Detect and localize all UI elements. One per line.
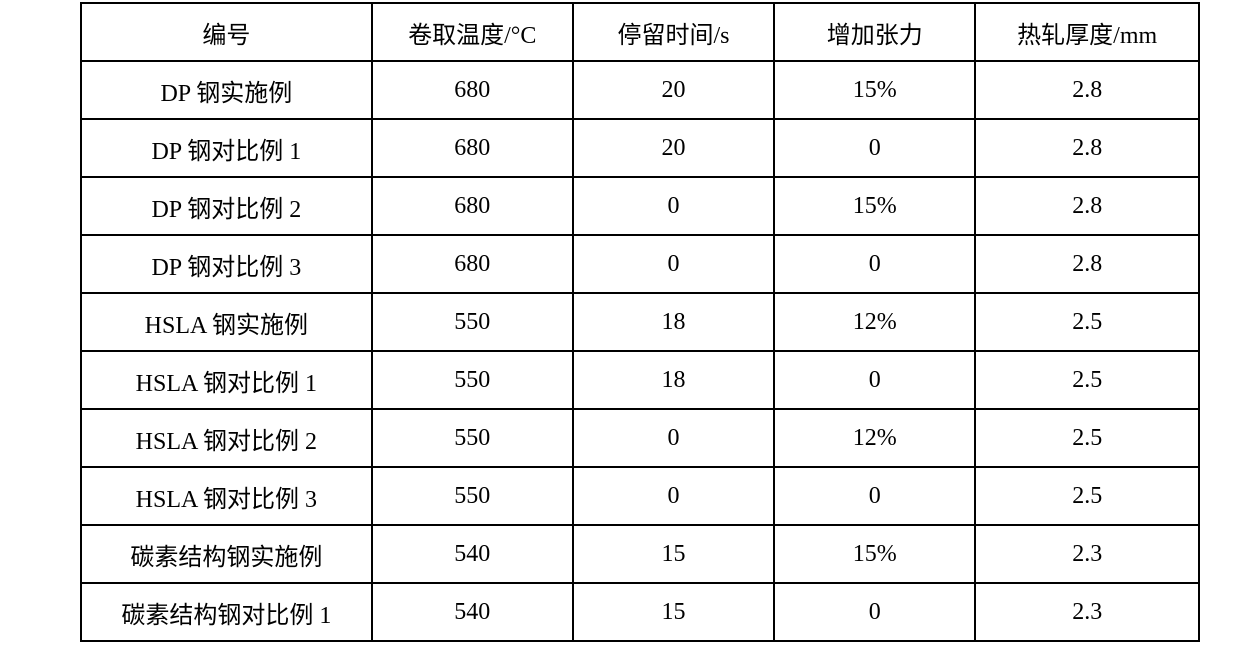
cell: 0 xyxy=(573,467,774,525)
cell: HSLA 钢对比例 2 xyxy=(81,409,372,467)
cell: 18 xyxy=(573,351,774,409)
cell: DP 钢对比例 1 xyxy=(81,119,372,177)
cell: 2.5 xyxy=(975,409,1199,467)
cell: 550 xyxy=(372,409,573,467)
table-row: DP 钢对比例 2 680 0 15% 2.8 xyxy=(81,177,1199,235)
cell: 2.5 xyxy=(975,293,1199,351)
cell: 15% xyxy=(774,61,975,119)
cell: 680 xyxy=(372,119,573,177)
cell: DP 钢实施例 xyxy=(81,61,372,119)
cell: 0 xyxy=(774,119,975,177)
table-container: 编号 卷取温度/°C 停留时间/s 增加张力 热轧厚度/mm DP 钢实施例 6… xyxy=(0,0,1240,644)
cell: 0 xyxy=(573,409,774,467)
cell: 碳素结构钢实施例 xyxy=(81,525,372,583)
table-row: DP 钢对比例 1 680 20 0 2.8 xyxy=(81,119,1199,177)
cell: 20 xyxy=(573,119,774,177)
cell: DP 钢对比例 3 xyxy=(81,235,372,293)
table-row: 碳素结构钢对比例 1 540 15 0 2.3 xyxy=(81,583,1199,641)
table-header-row: 编号 卷取温度/°C 停留时间/s 增加张力 热轧厚度/mm xyxy=(81,3,1199,61)
cell: 680 xyxy=(372,235,573,293)
cell: 2.3 xyxy=(975,525,1199,583)
cell: 0 xyxy=(774,351,975,409)
cell: 550 xyxy=(372,293,573,351)
cell: 碳素结构钢对比例 1 xyxy=(81,583,372,641)
col-header: 编号 xyxy=(81,3,372,61)
cell: 12% xyxy=(774,409,975,467)
cell: 2.5 xyxy=(975,467,1199,525)
cell: 550 xyxy=(372,467,573,525)
cell: 0 xyxy=(573,177,774,235)
cell: 2.8 xyxy=(975,235,1199,293)
cell: 2.8 xyxy=(975,119,1199,177)
cell: 15 xyxy=(573,525,774,583)
cell: 15% xyxy=(774,177,975,235)
table-row: HSLA 钢对比例 2 550 0 12% 2.5 xyxy=(81,409,1199,467)
cell: 0 xyxy=(573,235,774,293)
cell: 0 xyxy=(774,467,975,525)
table-row: HSLA 钢实施例 550 18 12% 2.5 xyxy=(81,293,1199,351)
cell: 540 xyxy=(372,525,573,583)
cell: 20 xyxy=(573,61,774,119)
cell: 15% xyxy=(774,525,975,583)
cell: HSLA 钢对比例 3 xyxy=(81,467,372,525)
cell: 550 xyxy=(372,351,573,409)
cell: 0 xyxy=(774,583,975,641)
col-header: 热轧厚度/mm xyxy=(975,3,1199,61)
cell: DP 钢对比例 2 xyxy=(81,177,372,235)
col-header: 卷取温度/°C xyxy=(372,3,573,61)
cell: 2.5 xyxy=(975,351,1199,409)
table-row: HSLA 钢对比例 1 550 18 0 2.5 xyxy=(81,351,1199,409)
table-row: DP 钢实施例 680 20 15% 2.8 xyxy=(81,61,1199,119)
table-row: DP 钢对比例 3 680 0 0 2.8 xyxy=(81,235,1199,293)
cell: 680 xyxy=(372,177,573,235)
col-header: 停留时间/s xyxy=(573,3,774,61)
cell: 2.3 xyxy=(975,583,1199,641)
col-header: 增加张力 xyxy=(774,3,975,61)
cell: HSLA 钢实施例 xyxy=(81,293,372,351)
cell: 0 xyxy=(774,235,975,293)
data-table: 编号 卷取温度/°C 停留时间/s 增加张力 热轧厚度/mm DP 钢实施例 6… xyxy=(80,2,1200,642)
cell: 540 xyxy=(372,583,573,641)
table-row: HSLA 钢对比例 3 550 0 0 2.5 xyxy=(81,467,1199,525)
cell: 2.8 xyxy=(975,61,1199,119)
cell: 12% xyxy=(774,293,975,351)
table-row: 碳素结构钢实施例 540 15 15% 2.3 xyxy=(81,525,1199,583)
cell: 18 xyxy=(573,293,774,351)
cell: 680 xyxy=(372,61,573,119)
cell: 2.8 xyxy=(975,177,1199,235)
cell: HSLA 钢对比例 1 xyxy=(81,351,372,409)
cell: 15 xyxy=(573,583,774,641)
